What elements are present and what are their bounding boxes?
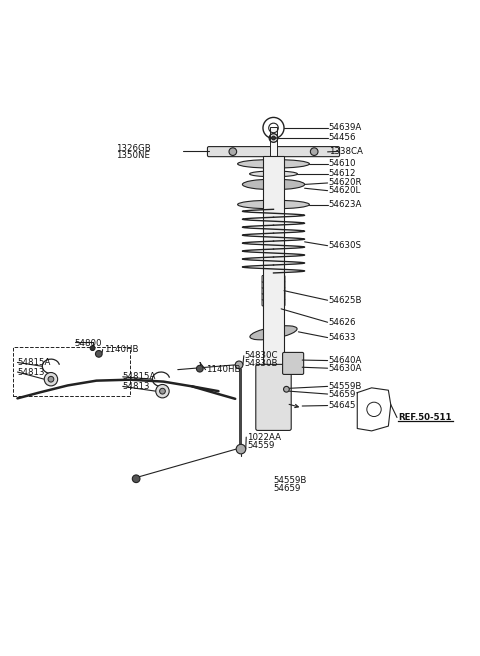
Text: 54610: 54610 bbox=[328, 159, 356, 169]
Circle shape bbox=[90, 346, 95, 350]
Text: 54620L: 54620L bbox=[328, 186, 361, 195]
Text: 54659: 54659 bbox=[274, 484, 301, 493]
Text: 54830C: 54830C bbox=[245, 351, 278, 360]
Text: 54559B: 54559B bbox=[274, 476, 307, 485]
Text: 54659: 54659 bbox=[328, 390, 356, 399]
Text: 1140HB: 1140HB bbox=[206, 365, 241, 374]
Text: 54620R: 54620R bbox=[328, 178, 362, 188]
FancyBboxPatch shape bbox=[207, 146, 339, 157]
Text: 1326GB: 1326GB bbox=[116, 144, 150, 153]
Text: 54456: 54456 bbox=[328, 133, 356, 142]
Text: 54639A: 54639A bbox=[328, 123, 362, 133]
Text: 54645: 54645 bbox=[328, 401, 356, 410]
Ellipse shape bbox=[242, 179, 305, 190]
Text: 54626: 54626 bbox=[328, 318, 356, 327]
Text: 1022AA: 1022AA bbox=[247, 432, 281, 441]
FancyBboxPatch shape bbox=[283, 352, 304, 375]
FancyBboxPatch shape bbox=[262, 287, 285, 294]
Text: 54815A: 54815A bbox=[123, 373, 156, 381]
Circle shape bbox=[96, 350, 102, 358]
Circle shape bbox=[235, 361, 243, 369]
Text: 54813: 54813 bbox=[123, 382, 150, 391]
Ellipse shape bbox=[238, 159, 310, 168]
Circle shape bbox=[236, 444, 246, 454]
Text: 54612: 54612 bbox=[328, 169, 356, 178]
Bar bbox=[270, 127, 277, 155]
Circle shape bbox=[132, 475, 140, 483]
FancyBboxPatch shape bbox=[262, 276, 285, 282]
FancyBboxPatch shape bbox=[262, 299, 285, 306]
Ellipse shape bbox=[250, 326, 297, 340]
Ellipse shape bbox=[238, 200, 310, 209]
FancyBboxPatch shape bbox=[256, 364, 291, 430]
Circle shape bbox=[229, 148, 237, 155]
Text: 54640A: 54640A bbox=[328, 356, 362, 365]
Text: 54800: 54800 bbox=[75, 338, 102, 348]
Text: 54813: 54813 bbox=[17, 367, 45, 377]
Text: 54633: 54633 bbox=[328, 333, 356, 342]
Text: 54630A: 54630A bbox=[328, 363, 362, 373]
Text: 54623A: 54623A bbox=[328, 200, 362, 209]
FancyBboxPatch shape bbox=[262, 281, 285, 288]
Text: 54559: 54559 bbox=[247, 441, 275, 450]
Circle shape bbox=[284, 386, 289, 392]
FancyArrowPatch shape bbox=[289, 404, 299, 407]
FancyBboxPatch shape bbox=[262, 293, 285, 300]
Text: 54815A: 54815A bbox=[17, 358, 51, 367]
Text: 1338CA: 1338CA bbox=[328, 148, 362, 156]
Circle shape bbox=[159, 388, 165, 394]
Text: 54630S: 54630S bbox=[328, 241, 361, 250]
FancyBboxPatch shape bbox=[264, 302, 283, 314]
Text: 54830B: 54830B bbox=[245, 359, 278, 368]
Circle shape bbox=[156, 384, 169, 398]
Text: REF.50-511: REF.50-511 bbox=[398, 413, 452, 422]
Ellipse shape bbox=[250, 171, 298, 176]
Text: 54625B: 54625B bbox=[328, 296, 362, 305]
Circle shape bbox=[48, 377, 54, 382]
Text: 1140HB: 1140HB bbox=[104, 345, 138, 354]
Circle shape bbox=[272, 136, 276, 140]
Text: 54559B: 54559B bbox=[328, 382, 362, 391]
Circle shape bbox=[196, 365, 203, 372]
Circle shape bbox=[311, 148, 318, 155]
Bar bbox=[263, 155, 284, 380]
Text: 1350NE: 1350NE bbox=[116, 151, 150, 160]
Circle shape bbox=[44, 373, 58, 386]
